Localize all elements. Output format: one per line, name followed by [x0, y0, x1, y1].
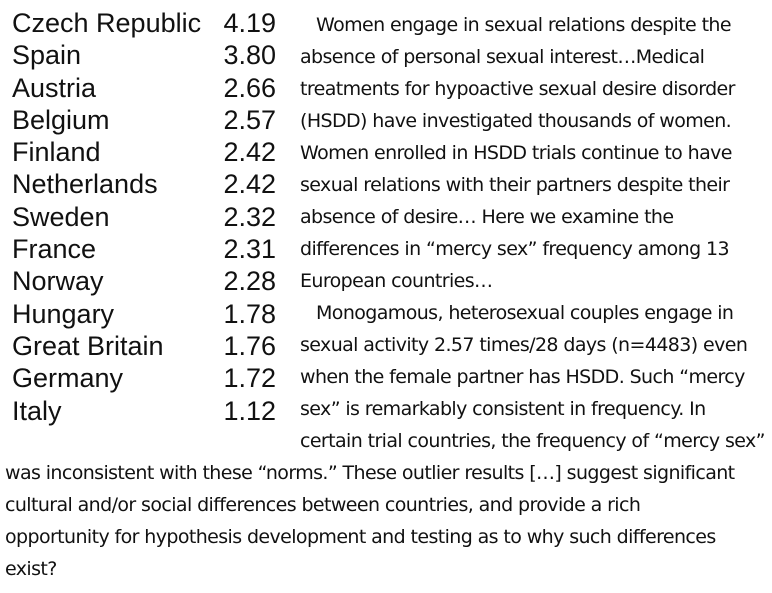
text-line: sexual relations with their partners des… — [300, 174, 730, 196]
country-value: 2.28 — [223, 266, 276, 297]
text-line: certain trial countries, the frequency o… — [300, 430, 765, 452]
table-row: Czech Republic 4.19 — [12, 7, 280, 39]
country-name: Great Britain — [12, 330, 164, 361]
text-line: European countries… — [300, 270, 493, 292]
country-name: Finland — [12, 137, 101, 168]
country-name: Germany — [12, 363, 124, 394]
country-table: Czech Republic 4.19 Spain 3.80 Austria 2… — [12, 7, 280, 427]
country-name: Hungary — [12, 298, 115, 329]
country-value: 1.12 — [223, 395, 276, 426]
country-name: Austria — [12, 72, 97, 103]
text-line: opportunity for hypothesis development a… — [5, 526, 716, 548]
table-row: Norway 2.28 — [12, 265, 280, 297]
table-row: Italy 1.12 — [12, 395, 280, 427]
abstract-text-bottom: was inconsistent with these “norms.” The… — [5, 457, 735, 585]
country-name: Netherlands — [12, 169, 158, 200]
country-name: Spain — [12, 40, 82, 71]
text-line: cultural and/or social differences betwe… — [5, 494, 641, 516]
country-value: 4.19 — [223, 8, 276, 38]
text-line: absence of personal sexual interest…Medi… — [300, 46, 705, 68]
table-row: Netherlands 2.42 — [12, 168, 280, 200]
table-row: Germany 1.72 — [12, 362, 280, 394]
country-name: Italy — [12, 395, 62, 426]
country-name: Sweden — [12, 201, 110, 232]
country-name: France — [12, 234, 97, 265]
country-value: 2.57 — [223, 104, 276, 135]
country-value: 3.80 — [223, 40, 276, 71]
country-name: Norway — [12, 266, 104, 297]
table-row: Great Britain 1.76 — [12, 330, 280, 362]
table-row: Belgium 2.57 — [12, 104, 280, 136]
text-line: absence of desire… Here we examine the — [300, 206, 674, 228]
country-value: 2.31 — [223, 234, 276, 265]
table-row: Sweden 2.32 — [12, 201, 280, 233]
country-name: Czech Republic — [12, 8, 202, 38]
country-value: 2.42 — [223, 137, 276, 168]
text-line: sexual activity 2.57 times/28 days (n=44… — [300, 334, 748, 356]
table-row: Hungary 1.78 — [12, 298, 280, 330]
text-line: Women enrolled in HSDD trials continue t… — [300, 142, 732, 164]
text-line: (HSDD) have investigated thousands of wo… — [300, 110, 732, 132]
text-line: differences in “mercy sex” frequency amo… — [300, 238, 730, 260]
text-line: sex” is remarkably consistent in frequen… — [300, 398, 706, 420]
text-line: when the female partner has HSDD. Such “… — [300, 366, 745, 388]
table-row: Finland 2.42 — [12, 136, 280, 168]
country-value: 1.72 — [223, 363, 276, 394]
table-row: France 2.31 — [12, 233, 280, 265]
country-name: Belgium — [12, 104, 110, 135]
text-line: exist? — [5, 558, 57, 580]
table-row: Austria 2.66 — [12, 72, 280, 104]
country-value: 2.42 — [223, 169, 276, 200]
text-line: Monogamous, heterosexual couples engage … — [316, 302, 734, 324]
abstract-text-right: Women engage in sexual relations despite… — [300, 9, 765, 457]
country-value: 1.78 — [223, 298, 276, 329]
country-value: 1.76 — [223, 330, 276, 361]
text-line: was inconsistent with these “norms.” The… — [5, 462, 735, 484]
table-row: Spain 3.80 — [12, 39, 280, 71]
country-value: 2.66 — [223, 72, 276, 103]
country-value: 2.32 — [223, 201, 276, 232]
text-line: Women engage in sexual relations despite… — [316, 14, 732, 36]
text-line: treatments for hypoactive sexual desire … — [300, 78, 735, 100]
